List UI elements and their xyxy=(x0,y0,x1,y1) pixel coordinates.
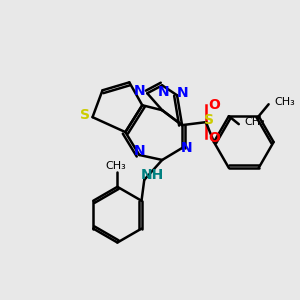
Text: S: S xyxy=(204,113,214,127)
Text: N: N xyxy=(176,86,188,100)
Text: O: O xyxy=(208,98,220,112)
Text: N: N xyxy=(134,84,145,98)
Text: S: S xyxy=(80,108,90,122)
Text: N: N xyxy=(158,85,169,99)
Text: N: N xyxy=(134,144,145,158)
Text: N: N xyxy=(181,141,193,155)
Text: NH: NH xyxy=(141,168,164,182)
Text: CH₃: CH₃ xyxy=(105,161,126,171)
Text: CH₃: CH₃ xyxy=(245,117,266,127)
Text: O: O xyxy=(208,131,220,145)
Text: CH₃: CH₃ xyxy=(274,97,296,107)
